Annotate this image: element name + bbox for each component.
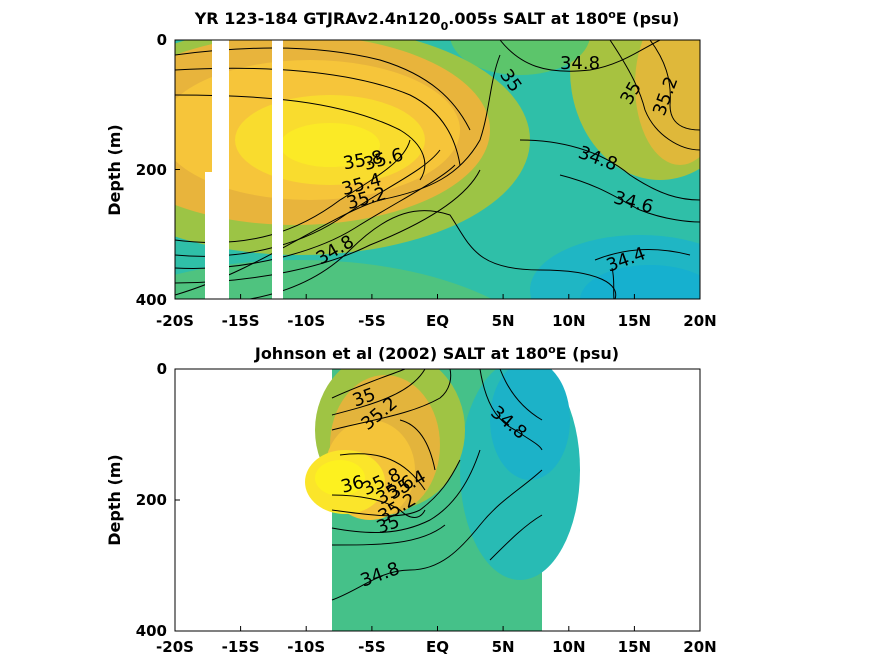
bottom-panel: Johnson et al (2002) SALT at 180oE (psu) (105, 343, 717, 656)
top-contours (175, 40, 700, 299)
top-panel: YR 123-184 GTJRAv2.4n1200.005s SALT at 1… (105, 8, 717, 330)
bottom-field-blob (315, 460, 365, 496)
contour-line (519, 139, 700, 201)
contour-line (489, 514, 543, 561)
top-field-blob (450, 40, 590, 75)
x-tick-label: -15S (222, 312, 260, 330)
missing-data-column (272, 40, 283, 299)
x-tick-label: -15S (222, 638, 260, 656)
contour-line (611, 267, 615, 299)
bottom-contours (331, 369, 543, 601)
contour-line (559, 174, 700, 223)
y-tick-label: 400 (136, 291, 167, 309)
x-tick-label: 20N (683, 312, 716, 330)
x-tick-label: -10S (287, 638, 325, 656)
contour-line (499, 369, 543, 421)
x-tick-label: -5S (358, 312, 385, 330)
y-tick-label: 200 (136, 161, 167, 179)
contour-line (479, 369, 543, 451)
x-tick-label: -20S (156, 312, 194, 330)
contour-line (331, 369, 406, 399)
x-tick-label: 10N (552, 312, 585, 330)
bottom-ticks (175, 499, 635, 631)
contour-line (339, 453, 426, 491)
x-tick-label: 5N (492, 638, 515, 656)
y-tick-label: 0 (157, 360, 167, 378)
top-title: YR 123-184 GTJRAv2.4n1200.005s SALT at 1… (194, 8, 680, 33)
contour-line (175, 169, 481, 284)
contour-line (331, 494, 426, 518)
contour-line (499, 40, 661, 72)
contour-line (249, 210, 617, 299)
missing-data-column (212, 40, 229, 299)
y-tick-label: 400 (136, 622, 167, 640)
top-field-blob (280, 123, 380, 167)
contour-line (649, 40, 700, 131)
x-tick-label: -20S (156, 638, 194, 656)
x-tick-label: -10S (287, 312, 325, 330)
bottom-data-region (305, 369, 580, 631)
x-tick-label: 20N (683, 638, 716, 656)
bottom-field-blob (490, 369, 570, 480)
bottom-y-tick-labels: 0 200 400 (136, 360, 167, 640)
x-tick-label: 15N (618, 312, 651, 330)
missing-data-column (205, 172, 213, 299)
contour-line (331, 369, 426, 416)
bottom-field (305, 369, 580, 631)
x-tick-label: -5S (358, 638, 385, 656)
top-x-tick-labels: -20S -15S -10S -5S EQ 5N 10N 15N 20N (156, 312, 717, 330)
top-missing-data (205, 40, 283, 299)
y-tick-label: 200 (136, 491, 167, 509)
x-tick-label: 5N (492, 312, 515, 330)
contour-line (175, 67, 461, 166)
contour-line (609, 40, 700, 151)
x-tick-label: 15N (618, 638, 651, 656)
contour-line (331, 459, 461, 517)
top-y-tick-labels: 0 200 400 (136, 31, 167, 309)
contour-line (594, 249, 691, 261)
bottom-ylabel: Depth (m) (105, 454, 124, 546)
y-tick-label: 0 (157, 31, 167, 49)
contour-line (399, 419, 436, 471)
top-field-blob (635, 40, 700, 165)
contour-label: 34.8 (560, 53, 600, 74)
top-field-blob (175, 260, 492, 299)
contour-line (331, 469, 543, 601)
top-field-blob (580, 265, 700, 299)
contour-line (331, 449, 481, 533)
x-tick-label: 10N (552, 638, 585, 656)
contour-line (331, 369, 452, 431)
bottom-title: Johnson et al (2002) SALT at 180oE (psu) (254, 343, 619, 363)
bottom-x-tick-labels: -20S -15S -10S -5S EQ 5N 10N 15N 20N (156, 638, 717, 656)
top-ticks (175, 169, 635, 299)
contour-line (331, 524, 446, 546)
x-tick-label: EQ (426, 312, 449, 330)
contour-line (175, 54, 501, 296)
contour-line (175, 164, 456, 269)
contour-line (175, 94, 426, 181)
x-tick-label: EQ (426, 638, 449, 656)
contour-line (175, 149, 441, 257)
contour-line (175, 47, 471, 131)
top-field (175, 40, 700, 299)
top-ylabel: Depth (m) (105, 124, 124, 216)
